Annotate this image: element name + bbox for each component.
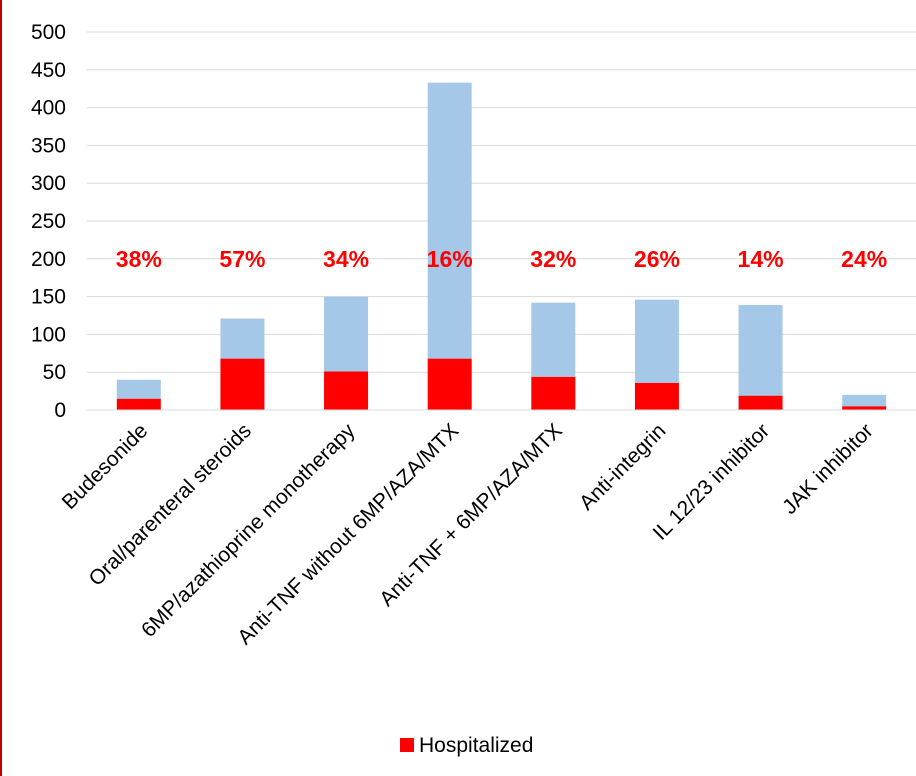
y-tick-label: 200 (31, 248, 66, 271)
bar-hospitalized (842, 406, 887, 410)
legend: Hospitalized (400, 734, 533, 757)
percent-label: 14% (738, 246, 784, 272)
bar-remainder (738, 304, 783, 396)
y-tick-label: 350 (31, 134, 66, 157)
y-tick-label: 400 (31, 97, 66, 120)
y-tick-label: 500 (31, 21, 66, 44)
bar-hospitalized (116, 398, 161, 410)
bar-remainder (634, 299, 679, 383)
percent-label: 57% (219, 246, 265, 272)
y-tick-label: 300 (31, 172, 66, 195)
bar-remainder (531, 302, 576, 377)
bar-hospitalized (427, 358, 472, 410)
y-tick-label: 100 (31, 323, 66, 346)
y-tick-label: 450 (31, 59, 66, 82)
bar-remainder (116, 379, 161, 399)
bar-remainder (220, 318, 265, 359)
percent-label: 34% (323, 246, 369, 272)
bar-remainder (324, 296, 369, 372)
percent-label: 24% (841, 246, 887, 272)
y-tick-label: 250 (31, 210, 66, 233)
percent-label: 26% (634, 246, 680, 272)
percent-label: 38% (116, 246, 162, 272)
y-tick-label: 150 (31, 286, 66, 309)
percent-label: 32% (530, 246, 576, 272)
bar-hospitalized (738, 395, 783, 410)
bar-remainder (427, 82, 472, 359)
bar-hospitalized (324, 371, 369, 410)
y-axis: 0 50 100 150 200 250 300 350 400 450 500 (31, 21, 66, 422)
percent-annotations: 38% 57% 34% 16% 32% 26% 14% 24% (116, 246, 887, 272)
percent-label: 16% (427, 246, 473, 272)
bar-hospitalized (634, 382, 679, 410)
y-tick-label: 50 (43, 361, 66, 384)
bar-hospitalized (531, 376, 576, 410)
bar-remainder (842, 394, 887, 407)
y-tick-label: 0 (54, 399, 66, 422)
legend-swatch-hospitalized (400, 738, 414, 752)
bar-hospitalized (220, 358, 265, 410)
legend-label-hospitalized: Hospitalized (419, 734, 533, 757)
bars (116, 82, 887, 410)
